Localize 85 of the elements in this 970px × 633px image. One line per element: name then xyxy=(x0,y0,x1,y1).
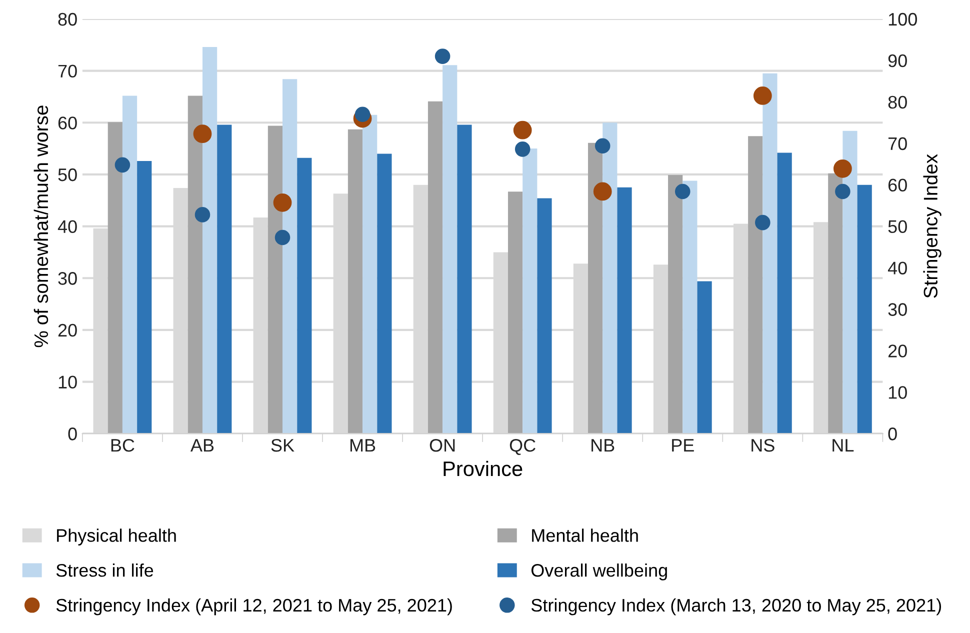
y-tick-label: 0 xyxy=(68,428,77,440)
bar xyxy=(617,187,632,434)
point xyxy=(273,193,292,212)
x-axis-title: Province xyxy=(444,460,522,476)
bar xyxy=(508,192,523,434)
legend-label: Stress in life xyxy=(56,564,154,577)
bar xyxy=(122,96,138,434)
x-tick-label: SK xyxy=(271,438,294,452)
point xyxy=(755,214,770,230)
x-tick-label: ON xyxy=(430,438,455,452)
y2-tick-label: 40 xyxy=(888,262,907,274)
bar xyxy=(188,96,202,434)
bar xyxy=(457,124,472,434)
x-tick-label: PE xyxy=(672,439,694,452)
legend-label: Stringency Index (April 12, 2021 to May 25, 2021) xyxy=(56,598,452,616)
y2-tick-label: 30 xyxy=(888,303,907,316)
bar xyxy=(748,136,763,434)
y2-tick-label: 100 xyxy=(888,12,917,26)
bar xyxy=(137,160,152,434)
y-tick-label: 10 xyxy=(58,376,77,388)
bar xyxy=(202,46,218,434)
x-tick-label: MB xyxy=(350,439,376,452)
bar xyxy=(697,281,712,434)
x-tick-label: NB xyxy=(592,439,614,452)
point xyxy=(114,157,130,173)
point xyxy=(274,230,290,246)
legend-label: Stringency Index (March 13, 2020 to May 25, 2021) xyxy=(531,598,941,616)
y2-tick-label: 80 xyxy=(888,96,907,109)
legend-label: Overall wellbeing xyxy=(531,564,667,580)
y-tick-label: 50 xyxy=(58,168,77,182)
y2-tick-label: 0 xyxy=(888,428,897,440)
point xyxy=(193,124,212,144)
y-tick-label: 30 xyxy=(58,272,77,285)
bar xyxy=(668,174,683,434)
bar xyxy=(362,114,378,434)
bar xyxy=(377,154,392,434)
y2-tick-label: 50 xyxy=(888,220,907,234)
point xyxy=(593,182,612,201)
point xyxy=(753,86,772,105)
bar xyxy=(217,124,232,434)
legend-label: Physical health xyxy=(57,528,176,546)
point xyxy=(594,138,610,154)
bar xyxy=(842,130,858,434)
x-tick-label: QC xyxy=(510,438,536,455)
point xyxy=(514,142,530,157)
y2-tick-label: 90 xyxy=(888,54,907,68)
bar xyxy=(428,101,443,434)
bar xyxy=(682,180,698,434)
y2-tick-label: 70 xyxy=(888,137,907,150)
point xyxy=(833,159,852,178)
y2-axis-title: Stringency Index xyxy=(923,154,942,298)
point xyxy=(434,48,450,64)
y2-tick-label: 20 xyxy=(888,344,907,358)
bar xyxy=(762,73,778,434)
bar xyxy=(108,122,122,434)
bar xyxy=(828,173,843,434)
point xyxy=(194,207,210,222)
bar xyxy=(777,152,792,434)
bar xyxy=(857,184,872,434)
x-tick-label: BC xyxy=(111,438,134,452)
bar xyxy=(282,79,298,434)
bar xyxy=(522,148,538,434)
y2-tick-label: 10 xyxy=(888,386,907,399)
point xyxy=(835,184,850,200)
legend-label: Mental health xyxy=(532,528,638,542)
bar xyxy=(268,126,283,434)
bar xyxy=(537,198,552,434)
bar xyxy=(602,122,618,434)
point xyxy=(354,106,370,122)
y-tick-label: 70 xyxy=(58,64,77,78)
x-tick-label: NS xyxy=(752,438,774,452)
y2-tick-label: 60 xyxy=(888,178,907,192)
point xyxy=(513,120,532,140)
bar xyxy=(442,65,458,434)
bar xyxy=(297,158,312,434)
y-tick-label: 80 xyxy=(58,12,77,26)
x-tick-label: AB xyxy=(190,439,214,452)
bar xyxy=(588,142,603,434)
y-axis-title: % of somewhat/much worse xyxy=(34,106,48,348)
bar xyxy=(348,129,363,434)
x-tick-label: NL xyxy=(832,439,854,452)
y-tick-label: 40 xyxy=(58,220,77,234)
y-tick-label: 20 xyxy=(58,324,77,337)
point xyxy=(675,184,690,200)
y-tick-label: 60 xyxy=(58,116,77,130)
